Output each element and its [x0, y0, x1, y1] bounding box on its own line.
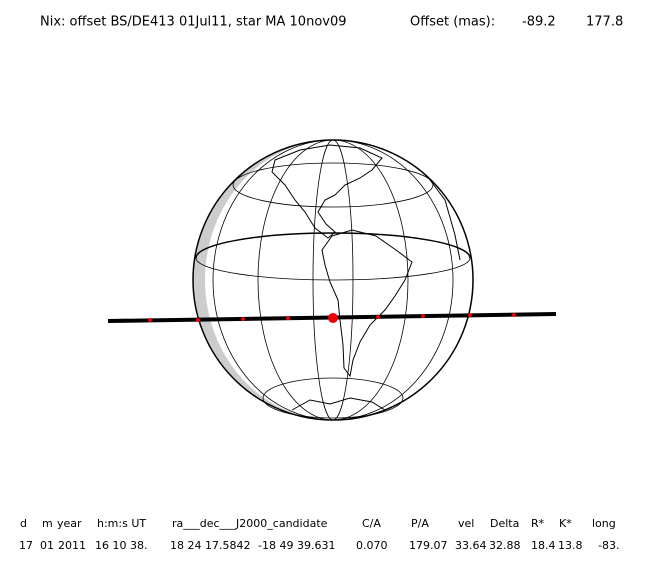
table-cell: 32.88 — [489, 539, 521, 552]
globe — [192, 139, 474, 421]
column-header: R* — [531, 517, 545, 530]
column-header: long — [592, 517, 616, 530]
table-cell: 01 — [40, 539, 54, 552]
column-header: d — [20, 517, 27, 530]
column-header: year — [57, 517, 82, 530]
title: Nix: offset BS/DE413 01Jul11, star MA 10… — [40, 15, 347, 30]
table-header: d m year h:m:s UT ra___dec___J2000_candidate… — [20, 517, 616, 530]
column-header: m — [42, 517, 53, 530]
column-header: C/A — [362, 517, 381, 530]
offset-x: -89.2 — [522, 15, 556, 30]
offset-label: Offset (mas): — [410, 15, 495, 30]
table-cell: 33.64 — [455, 539, 487, 552]
table-row: 17 01 2011 16 10 38. 18 24 17.5842 -18 49 39.… — [19, 539, 619, 552]
table-cell: 13.8 — [558, 539, 583, 552]
shadow-path — [107, 312, 557, 323]
table-cell: 16 10 38. — [95, 539, 147, 552]
column-header: vel — [458, 517, 474, 530]
table-cell: -18 49 39.631 — [258, 539, 335, 552]
offset-y: 177.8 — [586, 15, 623, 30]
table-cell: 17 — [19, 539, 33, 552]
table-cell: 18.4 — [531, 539, 556, 552]
table-cell: 179.07 — [409, 539, 448, 552]
column-header: h:m:s UT — [97, 517, 146, 530]
column-header: Delta — [490, 517, 519, 530]
table-cell: 18 24 17.5842 — [170, 539, 250, 552]
table-cell: 2011 — [58, 539, 86, 552]
table-cell: 0.070 — [356, 539, 388, 552]
table-cell: -83. — [598, 539, 619, 552]
column-header: P/A — [411, 517, 429, 530]
column-header: ra___dec___J2000_candidate — [172, 517, 328, 530]
column-header: K* — [559, 517, 572, 530]
